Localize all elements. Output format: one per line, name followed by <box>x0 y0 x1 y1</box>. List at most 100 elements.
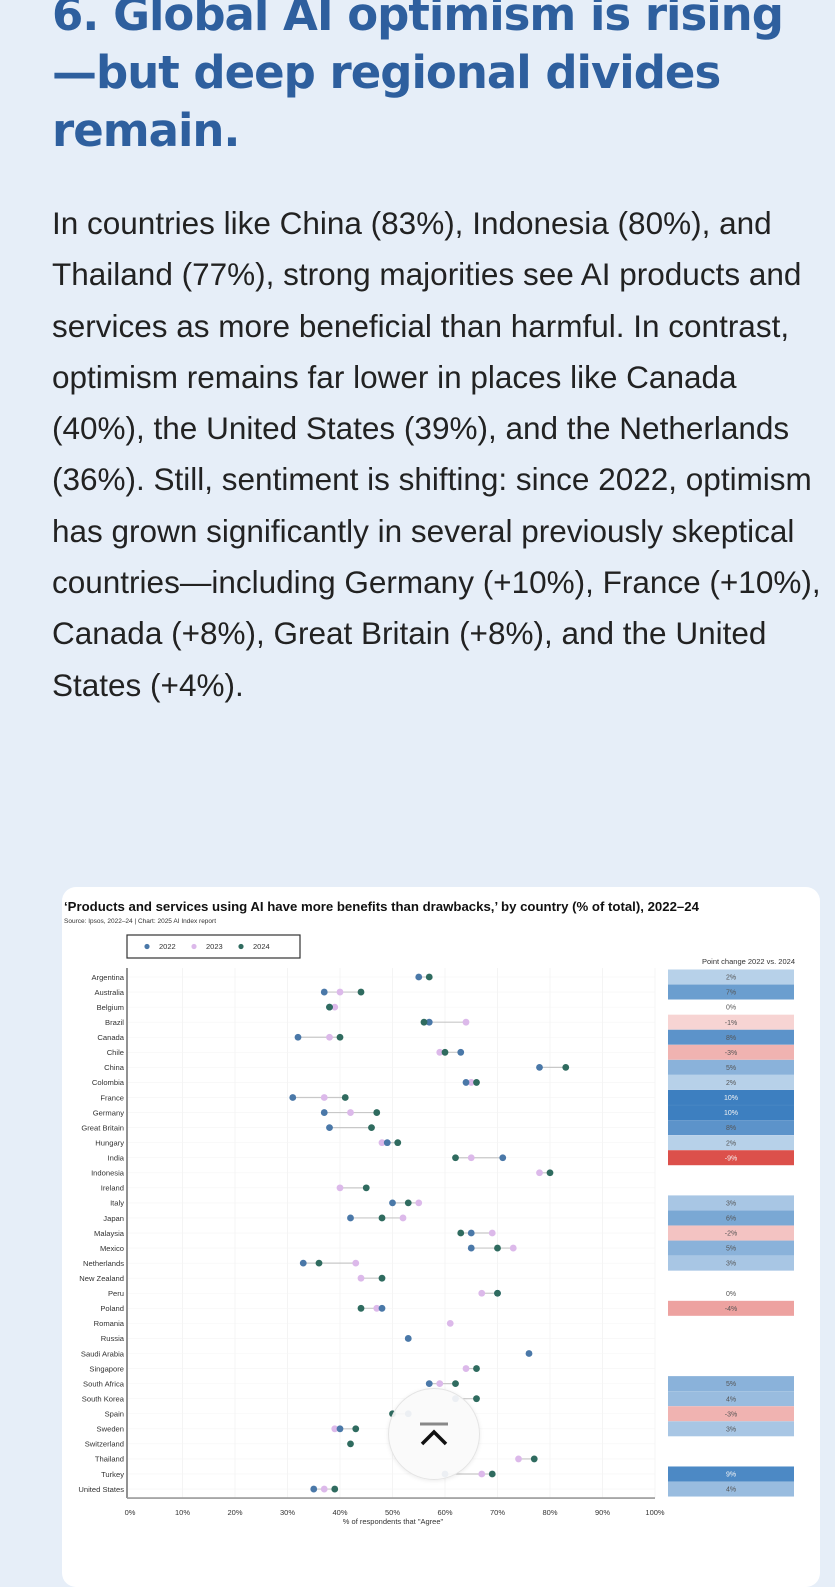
legend-marker-2024 <box>238 943 244 950</box>
data-point-2024 <box>362 1184 370 1192</box>
x-tick-label: 20% <box>227 1508 242 1517</box>
x-tick-label: 70% <box>490 1508 505 1517</box>
data-point-2023 <box>488 1229 496 1237</box>
data-point-2023 <box>415 1199 423 1207</box>
change-cell <box>668 1210 794 1226</box>
change-cell <box>668 1029 794 1045</box>
data-point-2022 <box>320 1109 328 1116</box>
change-cell <box>668 1225 794 1241</box>
data-point-2023 <box>399 1214 407 1222</box>
legend-marker-2023 <box>191 943 197 950</box>
change-cell <box>668 1089 794 1105</box>
data-point-2024 <box>452 1154 459 1162</box>
change-value: 3% <box>726 1261 736 1268</box>
data-point-2024 <box>420 1018 428 1026</box>
data-point-2022 <box>462 1079 470 1086</box>
country-label: Saudi Arabia <box>81 1349 125 1358</box>
data-point-2023 <box>357 1274 365 1282</box>
country-label: Russia <box>101 1334 125 1343</box>
country-label: Japan <box>103 1214 124 1223</box>
data-point-2023 <box>331 1003 339 1011</box>
data-point-2024 <box>404 1199 412 1207</box>
change-cell <box>668 1300 794 1316</box>
data-point-2023 <box>347 1109 354 1116</box>
change-cell <box>668 1240 794 1256</box>
data-point-2024 <box>530 1455 538 1463</box>
country-label: Brazil <box>105 1018 124 1027</box>
country-label: Australia <box>94 988 124 997</box>
country-label: India <box>108 1154 125 1163</box>
change-value: 4% <box>726 1396 736 1403</box>
data-point-2022 <box>299 1259 307 1267</box>
data-point-2023 <box>436 1380 444 1388</box>
change-cell <box>668 1255 794 1271</box>
data-point-2022 <box>336 1425 344 1433</box>
change-value: 2% <box>726 1080 736 1087</box>
legend-label-2023: 2023 <box>206 942 223 951</box>
change-cell <box>668 1376 794 1392</box>
change-value: 2% <box>726 975 736 982</box>
country-label: Singapore <box>89 1364 124 1373</box>
data-point-2024 <box>357 988 365 996</box>
change-cell <box>668 969 794 985</box>
data-point-2024 <box>378 1274 386 1282</box>
data-point-2024 <box>378 1214 386 1222</box>
country-label: Thailand <box>95 1455 124 1464</box>
data-point-2023 <box>446 1319 454 1327</box>
country-label: Hungary <box>95 1138 124 1147</box>
change-cell <box>668 1105 794 1121</box>
dot-plot-chart: ‘Products and services using AI have mor… <box>64 899 795 1526</box>
change-cell <box>668 1135 794 1151</box>
data-point-2024 <box>331 1485 339 1493</box>
change-value: 0% <box>726 1005 736 1012</box>
country-label: China <box>104 1063 125 1072</box>
x-tick-label: 100% <box>645 1508 665 1517</box>
data-point-2024 <box>457 1229 465 1237</box>
change-cell <box>668 1195 794 1211</box>
data-point-2024 <box>441 1048 449 1056</box>
country-label: Canada <box>97 1033 124 1042</box>
data-point-2022 <box>425 1018 433 1026</box>
country-label: France <box>100 1093 124 1102</box>
country-label: Turkey <box>101 1470 124 1479</box>
data-point-2023 <box>478 1289 486 1297</box>
x-tick-label: 90% <box>595 1508 610 1517</box>
change-value: 5% <box>726 1246 736 1253</box>
country-label: Germany <box>93 1108 124 1117</box>
data-point-2023 <box>331 1425 339 1433</box>
data-point-2023 <box>478 1470 486 1478</box>
country-label: Argentina <box>91 973 124 982</box>
data-point-2024 <box>494 1244 501 1252</box>
data-point-2024 <box>473 1365 480 1372</box>
section-heading: 6. Global AI optimism is rising—but deep… <box>52 0 784 157</box>
data-point-2024 <box>315 1259 323 1267</box>
change-value: -9% <box>725 1155 737 1162</box>
change-cell <box>668 1059 794 1075</box>
change-cell <box>668 1406 794 1422</box>
data-point-2023 <box>320 1094 328 1101</box>
data-point-2022 <box>467 1229 475 1237</box>
change-cell <box>668 1150 794 1166</box>
data-point-2022 <box>467 1244 475 1252</box>
country-label: Colombia <box>92 1078 125 1087</box>
legend-label-2024: 2024 <box>253 942 270 951</box>
data-point-2024 <box>373 1109 381 1116</box>
data-point-2022 <box>320 988 328 996</box>
country-label: Great Britain <box>81 1123 124 1132</box>
change-cell <box>668 1421 794 1437</box>
data-point-2024 <box>546 1169 554 1177</box>
data-point-2024 <box>488 1470 496 1478</box>
data-point-2024 <box>347 1440 354 1448</box>
data-point-2022 <box>525 1350 533 1357</box>
country-label: New Zealand <box>79 1274 124 1283</box>
scroll-to-top-button[interactable] <box>388 1388 480 1480</box>
x-tick-label: 10% <box>175 1508 190 1517</box>
data-point-2022 <box>378 1304 386 1312</box>
article-paragraph: In countries like China (83%), Indonesia… <box>52 205 821 703</box>
data-point-2022 <box>425 1380 433 1388</box>
legend-box <box>126 934 301 959</box>
country-label: Belgium <box>97 1003 124 1012</box>
change-value: 8% <box>726 1035 736 1042</box>
country-label: Ireland <box>101 1184 124 1193</box>
data-point-2022 <box>310 1485 318 1493</box>
